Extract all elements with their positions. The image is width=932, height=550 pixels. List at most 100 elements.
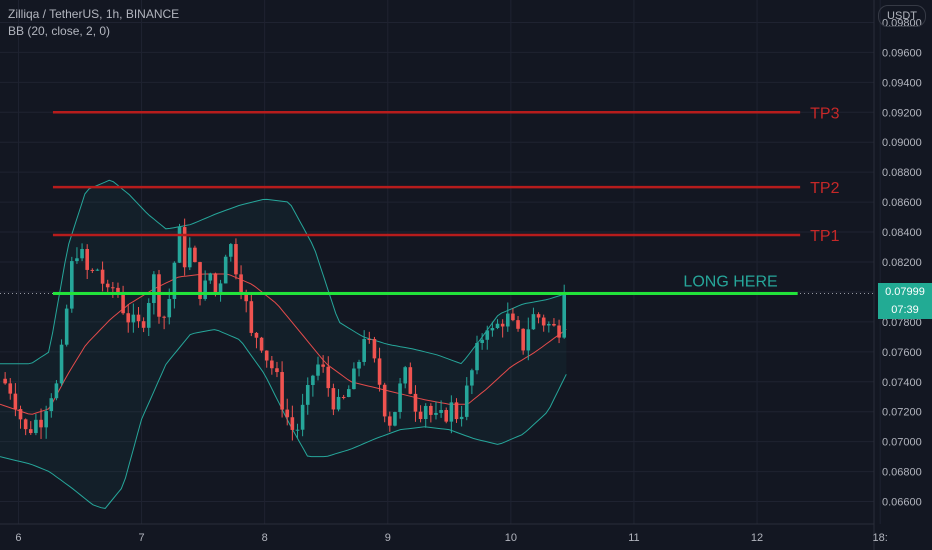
candle-body: [162, 316, 166, 318]
candle-body: [341, 396, 346, 398]
candle-body: [54, 383, 59, 399]
candle-body: [59, 344, 64, 384]
candle-body: [321, 364, 325, 367]
candle-body: [126, 313, 131, 323]
candle-body: [382, 384, 387, 417]
bollinger-basis: [0, 273, 567, 415]
y-tick-label: 0.07400: [882, 377, 922, 389]
y-tick-label: 0.07000: [882, 437, 922, 449]
candle-body: [105, 283, 110, 288]
candle-body: [413, 393, 418, 412]
candle-body: [521, 328, 525, 351]
candles: [3, 218, 567, 441]
candle-body: [80, 249, 84, 259]
candle-body: [187, 247, 192, 268]
candle-body: [70, 261, 74, 309]
candle-body: [254, 332, 259, 338]
candle-body: [398, 383, 402, 413]
bollinger-lower-band: [0, 329, 567, 509]
last-price-label: 0.07999: [878, 283, 932, 302]
x-tick-label: 9: [385, 532, 391, 544]
candle-body: [429, 405, 433, 415]
y-tick-label: 0.06600: [882, 497, 922, 509]
candle-body: [259, 337, 264, 351]
candle-body: [152, 274, 156, 304]
candle-body: [23, 419, 28, 430]
target-label-tp2: TP2: [810, 180, 839, 197]
candle-body: [403, 367, 407, 384]
candle-body: [557, 325, 561, 338]
y-tick-label: 0.07600: [882, 347, 922, 359]
candle-body: [439, 410, 443, 413]
x-tick-label: 7: [139, 532, 145, 544]
candle-body: [459, 416, 464, 420]
candle-body: [372, 339, 377, 359]
candle-body: [454, 402, 459, 420]
candle-body: [367, 339, 372, 341]
candle-body: [470, 370, 474, 386]
candle-body: [75, 258, 79, 262]
candle-body: [346, 389, 351, 397]
candle-body: [28, 429, 33, 434]
annotations: TP3 TP2 TP1 LONG HERE: [0, 105, 874, 295]
candle-body: [90, 269, 95, 271]
candle-body: [264, 350, 269, 361]
currency-button[interactable]: USDT: [878, 5, 926, 27]
candle-body: [362, 339, 366, 362]
candle-body: [516, 320, 520, 329]
candle-body: [541, 317, 546, 326]
candle-body: [172, 262, 177, 299]
time-axis[interactable]: 6 7 8 9 10 11 12 18:: [15, 532, 887, 544]
candle-body: [270, 360, 274, 369]
candle-body: [311, 375, 315, 386]
candle-body: [13, 393, 18, 410]
y-tick-label: 0.07200: [882, 407, 922, 419]
y-tick-label: 0.09000: [882, 137, 922, 149]
candle-body: [275, 368, 279, 373]
candle-body: [377, 358, 382, 385]
y-tick-label: 0.09200: [882, 107, 922, 119]
long-entry-label: LONG HERE: [683, 273, 777, 290]
candle-body: [111, 287, 115, 289]
candle-body: [208, 273, 213, 281]
candle-body: [18, 409, 23, 420]
candle-body: [193, 247, 197, 263]
candle-body: [500, 323, 505, 327]
y-tick-label: 0.08200: [882, 257, 922, 269]
candle-body: [146, 303, 151, 328]
candle-body: [239, 274, 243, 294]
y-tick-label: 0.07800: [882, 317, 922, 329]
x-tick-label: 8: [262, 532, 268, 544]
candle-body: [562, 292, 567, 338]
candle-body: [229, 244, 233, 257]
candle-body: [300, 404, 305, 430]
candle-body: [95, 269, 100, 271]
candle-body: [39, 419, 43, 428]
y-tick-label: 0.08600: [882, 197, 922, 209]
candle-body: [511, 313, 515, 321]
candle-body: [449, 402, 454, 422]
candle-body: [49, 398, 54, 412]
candle-body: [280, 372, 284, 410]
candle-body: [434, 412, 438, 415]
x-tick-label: 18:: [873, 532, 888, 544]
y-tick-label: 0.08800: [882, 167, 922, 179]
x-tick-label: 11: [628, 532, 639, 544]
x-tick-label: 10: [505, 532, 517, 544]
candle-body: [490, 328, 495, 331]
candle-body: [182, 227, 187, 268]
candle-body: [234, 244, 238, 275]
candle-body: [531, 314, 536, 330]
candle-body: [213, 273, 218, 293]
candle-body: [244, 293, 248, 302]
candle-body: [388, 416, 392, 426]
candle-body: [536, 314, 541, 318]
candle-body: [526, 329, 531, 351]
candle-body: [85, 249, 89, 270]
candle-body: [418, 411, 423, 420]
candle-body: [44, 411, 48, 428]
candle-body: [547, 323, 551, 326]
price-axis[interactable]: 0.098000.096000.094000.092000.090000.088…: [882, 17, 922, 508]
candle-body: [64, 308, 69, 345]
